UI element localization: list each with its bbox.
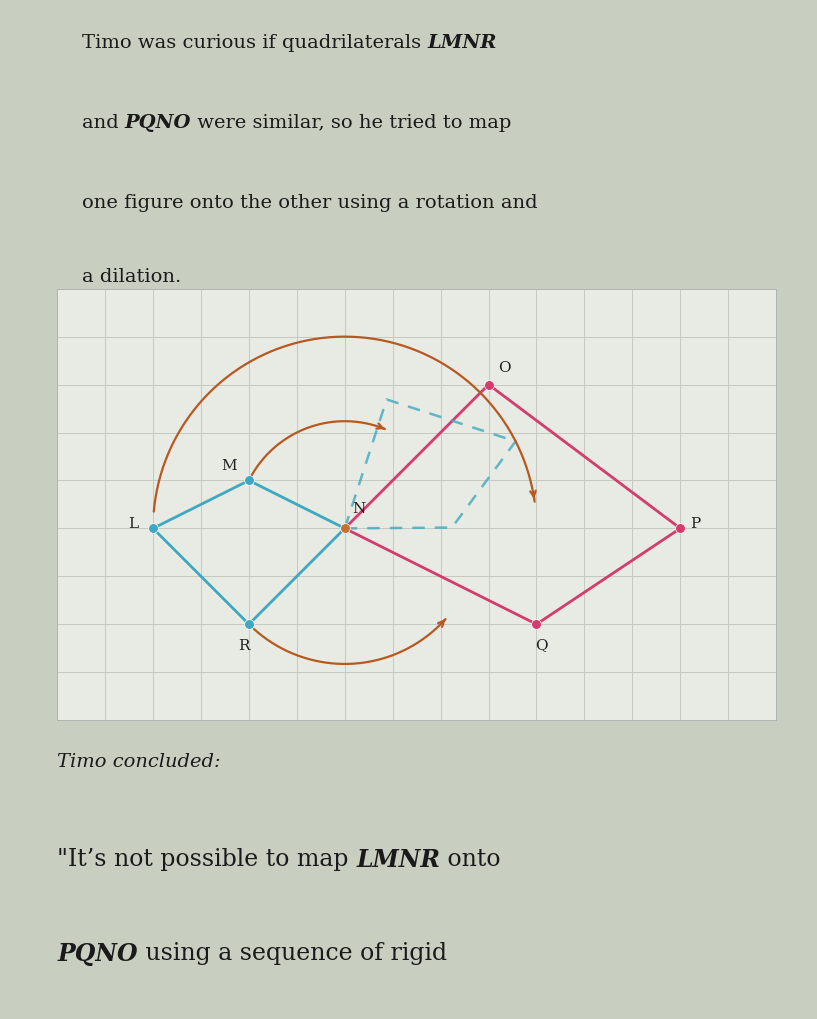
Text: LMNR: LMNR — [356, 848, 440, 871]
Text: O: O — [498, 361, 511, 375]
Text: a dilation.: a dilation. — [82, 268, 181, 286]
Text: M: M — [221, 460, 237, 473]
Text: and: and — [82, 114, 125, 132]
Text: Timo was curious if quadrilaterals: Timo was curious if quadrilaterals — [82, 35, 427, 52]
Text: P: P — [690, 517, 700, 531]
Text: using a sequence of rigid: using a sequence of rigid — [138, 943, 447, 965]
Text: PQNO: PQNO — [57, 943, 138, 966]
Text: were similar, so he tried to map: were similar, so he tried to map — [191, 114, 511, 132]
Text: R: R — [239, 639, 250, 652]
Text: onto: onto — [440, 848, 501, 870]
Text: L: L — [128, 517, 139, 531]
Text: N: N — [352, 502, 365, 517]
Text: one figure onto the other using a rotation and: one figure onto the other using a rotati… — [82, 194, 538, 212]
Text: "It’s not possible to map: "It’s not possible to map — [57, 848, 356, 870]
Text: LMNR: LMNR — [427, 35, 497, 52]
Text: Timo concluded:: Timo concluded: — [57, 753, 221, 771]
Text: PQNO: PQNO — [125, 114, 191, 132]
Text: Q: Q — [535, 639, 547, 652]
